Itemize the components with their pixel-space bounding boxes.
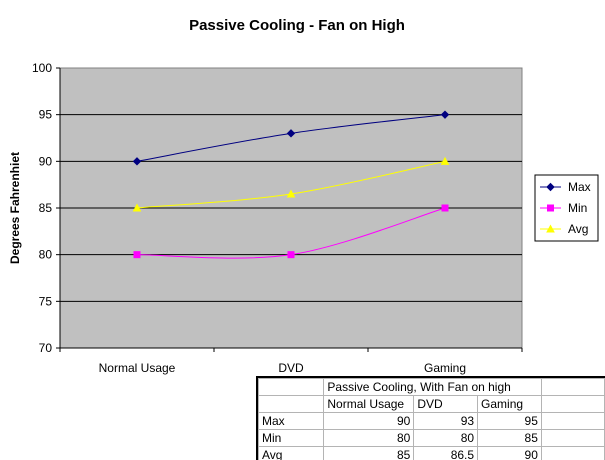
legend-label-min: Min [568, 201, 587, 215]
table-column-header: Gaming [477, 395, 542, 413]
legend-label-avg: Avg [568, 222, 588, 236]
data-point-max [286, 129, 296, 138]
line-chart: Passive Cooling - Fan on High 70 75 80 85 90… [8, 17, 599, 375]
data-table: Passive Cooling, With Fan on high Normal … [258, 378, 605, 460]
legend-marker-avg [546, 224, 555, 233]
table-cell: 86.5 [413, 446, 479, 460]
legend-marker-min [547, 204, 554, 212]
data-table-wrapper: Passive Cooling, With Fan on high Normal … [256, 376, 605, 460]
y-tick-label: 100 [32, 61, 52, 75]
series-avg [132, 156, 450, 212]
table-cell: 93 [413, 412, 479, 430]
table-cell-empty [540, 395, 605, 413]
table-row-label: Avg [258, 446, 325, 460]
table-title: Passive Cooling, With Fan on high [323, 378, 542, 396]
data-point-min [133, 251, 141, 259]
data-point-avg [286, 189, 296, 198]
chart-title: Passive Cooling - Fan on High [189, 17, 405, 34]
y-tick-label: 70 [39, 341, 53, 355]
table-cell: 95 [477, 412, 542, 430]
y-tick-label: 95 [39, 108, 53, 122]
data-point-max [132, 157, 142, 166]
table-cell: 85 [477, 429, 542, 447]
data-point-max [440, 110, 450, 119]
series-min [133, 204, 449, 259]
table-row: Min 80 80 85 [258, 429, 605, 447]
data-point-avg [132, 203, 142, 212]
table-column-header: Normal Usage [323, 395, 415, 413]
x-tick-label: Normal Usage [99, 361, 176, 375]
y-tick-label: 80 [39, 248, 53, 262]
table-cell-empty [258, 395, 325, 413]
table-header-row: Normal Usage DVD Gaming [258, 395, 605, 413]
series-group [132, 110, 450, 259]
table-column-header: DVD [413, 395, 479, 413]
x-axis: Normal Usage DVD Gaming [59, 347, 523, 375]
table-row: Avg 85 86.5 90 [258, 446, 605, 460]
table-row-label: Max [258, 412, 325, 430]
data-point-min [287, 251, 295, 259]
table-cell-empty [540, 378, 605, 396]
y-axis-label: Degrees Fahrenhiet [8, 152, 22, 264]
table-cell: 80 [323, 429, 415, 447]
y-tick-label: 90 [39, 154, 53, 168]
y-tick-label: 75 [39, 294, 53, 308]
y-tick-label: 85 [39, 201, 53, 215]
legend-label-max: Max [568, 180, 591, 194]
data-point-avg [440, 156, 450, 165]
table-row-label: Min [258, 429, 325, 447]
legend-marker-max [546, 182, 555, 192]
y-axis: 70 75 80 85 90 95 100 [32, 61, 61, 355]
table-cell: 80 [413, 429, 479, 447]
series-max [132, 110, 450, 166]
table-cell: 85 [323, 446, 415, 460]
table-cell: 90 [323, 412, 415, 430]
x-tick-label: DVD [278, 361, 304, 375]
table-row: Max 90 93 95 [258, 412, 605, 430]
table-title-row: Passive Cooling, With Fan on high [258, 378, 605, 396]
x-tick-label: Gaming [424, 361, 466, 375]
table-cell-empty [258, 378, 325, 396]
table-cell: 90 [477, 446, 542, 460]
data-point-min [441, 204, 449, 212]
table-cell-empty [540, 446, 605, 460]
table-cell-empty [540, 412, 605, 430]
legend: Max Min Avg [534, 174, 599, 242]
table-cell-empty [540, 429, 605, 447]
